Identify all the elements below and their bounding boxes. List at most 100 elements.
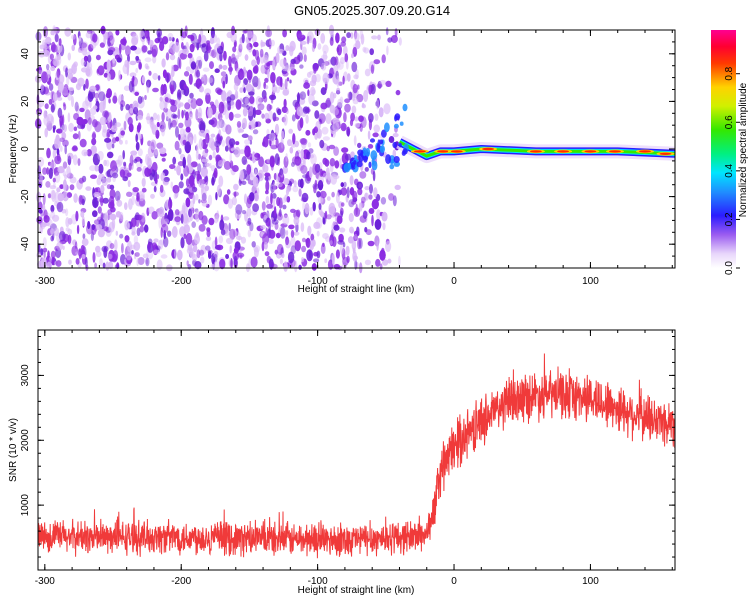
noise-blob bbox=[186, 260, 189, 267]
noise-blob bbox=[88, 44, 94, 52]
noise-blob bbox=[169, 54, 176, 61]
noise-blob bbox=[71, 96, 74, 108]
noise-blob bbox=[326, 214, 332, 220]
noise-blob bbox=[144, 29, 150, 39]
noise-blob bbox=[114, 122, 122, 128]
noise-blob bbox=[190, 161, 198, 168]
noise-blob bbox=[277, 46, 281, 55]
noise-blob bbox=[198, 199, 201, 204]
noise-blob bbox=[195, 150, 199, 161]
noise-blob bbox=[336, 90, 341, 95]
noise-blob bbox=[277, 142, 285, 153]
noise-blob bbox=[57, 166, 65, 174]
noise-blob bbox=[94, 262, 97, 269]
noise-blob bbox=[334, 56, 339, 66]
noise-blob bbox=[243, 78, 249, 86]
noise-blob bbox=[320, 62, 327, 71]
noise-blob bbox=[79, 107, 85, 113]
spectrogram-y-axis-label: Frequency (Hz) bbox=[8, 115, 19, 184]
noise-blob bbox=[161, 36, 169, 45]
noise-blob bbox=[159, 147, 167, 155]
noise-blob bbox=[49, 185, 57, 190]
noise-blob bbox=[315, 217, 323, 229]
noise-blob bbox=[312, 201, 316, 212]
noise-blob bbox=[185, 197, 191, 208]
colorbar-gradient bbox=[711, 30, 736, 268]
noise-blob bbox=[352, 247, 356, 254]
noise-blob bbox=[54, 172, 61, 183]
noise-blob bbox=[274, 123, 280, 135]
noise-blob bbox=[205, 132, 210, 144]
noise-blob bbox=[259, 48, 264, 58]
noise-blob bbox=[137, 257, 145, 265]
noise-blob bbox=[221, 90, 227, 102]
noise-blob bbox=[372, 170, 376, 182]
noise-blob bbox=[237, 69, 245, 80]
noise-blob bbox=[225, 237, 234, 245]
noise-blob bbox=[58, 74, 65, 84]
noise-blob bbox=[152, 72, 159, 81]
spectrogram-x-ticks: -300 -200 -100 0 100 bbox=[35, 30, 673, 287]
noise-blob bbox=[153, 249, 160, 255]
noise-blob bbox=[67, 234, 72, 244]
noise-blob bbox=[151, 48, 157, 58]
noise-blob bbox=[233, 255, 238, 268]
noise-blob bbox=[307, 225, 312, 236]
noise-blob bbox=[182, 48, 189, 55]
noise-blob bbox=[91, 138, 97, 146]
noise-blob bbox=[65, 208, 69, 217]
noise-blob bbox=[263, 81, 267, 89]
noise-blob bbox=[177, 249, 183, 261]
noise-blob bbox=[97, 150, 104, 161]
noise-blob bbox=[56, 241, 63, 251]
noise-blob bbox=[287, 251, 295, 264]
noise-blob bbox=[161, 112, 165, 122]
noise-blob bbox=[326, 196, 331, 202]
noise-blob bbox=[80, 244, 85, 252]
noise-blob bbox=[350, 112, 355, 122]
noise-blob bbox=[353, 255, 358, 261]
noise-blob bbox=[394, 184, 401, 190]
noise-blob bbox=[202, 67, 210, 72]
noise-blob bbox=[333, 263, 341, 270]
noise-blob bbox=[76, 116, 84, 126]
noise-blob bbox=[90, 145, 98, 155]
noise-blob bbox=[331, 191, 335, 198]
noise-blob bbox=[264, 172, 271, 177]
noise-blob bbox=[228, 111, 234, 121]
noise-blob bbox=[67, 112, 71, 123]
noise-blob bbox=[43, 251, 46, 259]
noise-blob bbox=[127, 117, 133, 126]
noise-blob bbox=[184, 71, 190, 77]
noise-blob bbox=[103, 226, 109, 232]
noise-blob bbox=[246, 69, 253, 81]
noise-blob bbox=[128, 123, 134, 133]
noise-blob bbox=[367, 130, 371, 140]
noise-blob bbox=[137, 148, 143, 157]
noise-blob bbox=[293, 231, 300, 236]
noise-blob bbox=[354, 122, 361, 128]
noise-blob bbox=[82, 233, 86, 240]
noise-blob bbox=[46, 261, 52, 269]
noise-blob bbox=[205, 245, 211, 251]
transition-blob bbox=[393, 156, 400, 163]
noise-blob bbox=[225, 254, 230, 259]
noise-blob bbox=[184, 71, 190, 77]
noise-blob bbox=[72, 145, 78, 151]
noise-blob bbox=[337, 102, 343, 110]
noise-blob bbox=[336, 87, 341, 94]
noise-blob bbox=[229, 245, 232, 254]
noise-blob bbox=[268, 258, 274, 270]
noise-blob bbox=[142, 253, 149, 259]
noise-blob bbox=[249, 96, 255, 104]
noise-blob bbox=[210, 117, 218, 128]
noise-blob bbox=[300, 148, 304, 161]
noise-blob bbox=[313, 258, 320, 263]
noise-blob bbox=[130, 217, 137, 228]
transition-blob bbox=[379, 145, 385, 154]
noise-blob bbox=[77, 248, 82, 257]
noise-blob bbox=[382, 222, 386, 231]
noise-blob bbox=[275, 52, 280, 64]
noise-blob bbox=[56, 187, 61, 193]
noise-blob bbox=[382, 259, 389, 266]
